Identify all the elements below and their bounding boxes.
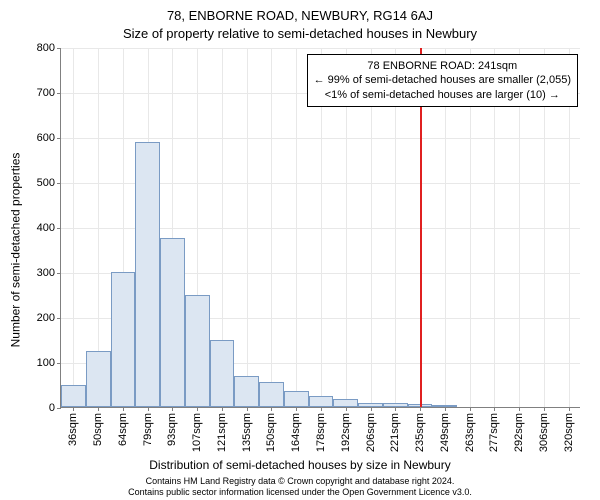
histogram-bar <box>135 142 160 408</box>
footer-attribution: Contains HM Land Registry data © Crown c… <box>0 476 600 498</box>
x-tick-mark <box>569 407 570 411</box>
x-tick-mark <box>519 407 520 411</box>
histogram-bar <box>160 238 185 407</box>
x-tick-label: 164sqm <box>290 413 302 452</box>
x-tick-label: 150sqm <box>265 413 277 452</box>
x-tick-mark <box>247 407 248 411</box>
y-tick-mark <box>57 183 61 184</box>
x-tick-label: 93sqm <box>166 413 178 446</box>
chart-supertitle: 78, ENBORNE ROAD, NEWBURY, RG14 6AJ <box>0 8 600 23</box>
histogram-bar <box>432 405 457 407</box>
gridline-vertical <box>73 48 74 407</box>
histogram-bar <box>259 382 284 407</box>
annotation-box: 78 ENBORNE ROAD: 241sqm ← 99% of semi-de… <box>307 54 578 107</box>
y-tick-label: 700 <box>37 87 55 99</box>
x-tick-label: 64sqm <box>117 413 129 446</box>
y-tick-label: 0 <box>49 402 55 414</box>
histogram-bar <box>358 403 383 408</box>
chart-title: Size of property relative to semi-detach… <box>0 26 600 41</box>
x-tick-mark <box>321 407 322 411</box>
x-tick-mark <box>445 407 446 411</box>
x-tick-label: 320sqm <box>563 413 575 452</box>
x-tick-label: 50sqm <box>92 413 104 446</box>
x-tick-label: 306sqm <box>538 413 550 452</box>
y-tick-mark <box>57 228 61 229</box>
x-tick-mark <box>395 407 396 411</box>
y-tick-label: 800 <box>37 42 55 54</box>
x-tick-label: 79sqm <box>142 413 154 446</box>
x-tick-label: 178sqm <box>315 413 327 452</box>
histogram-bar <box>111 272 136 407</box>
x-tick-mark <box>371 407 372 411</box>
histogram-bar <box>234 376 259 408</box>
footer-line-1: Contains HM Land Registry data © Crown c… <box>0 476 600 487</box>
y-tick-label: 300 <box>37 267 55 279</box>
x-tick-label: 235sqm <box>414 413 426 452</box>
x-tick-mark <box>494 407 495 411</box>
x-tick-mark <box>222 407 223 411</box>
chart-container: 78, ENBORNE ROAD, NEWBURY, RG14 6AJ Size… <box>0 0 600 500</box>
x-tick-label: 192sqm <box>340 413 352 452</box>
y-tick-mark <box>57 273 61 274</box>
histogram-bar <box>61 385 86 408</box>
x-tick-mark <box>73 407 74 411</box>
histogram-bar <box>383 403 408 407</box>
y-tick-mark <box>57 138 61 139</box>
plot-area: 010020030040050060070080036sqm50sqm64sqm… <box>60 48 580 408</box>
x-tick-label: 121sqm <box>216 413 228 452</box>
histogram-bar <box>333 399 358 407</box>
x-tick-mark <box>470 407 471 411</box>
y-tick-mark <box>57 363 61 364</box>
y-axis-label: Number of semi-detached properties <box>9 153 23 348</box>
annotation-line-3: <1% of semi-detached houses are larger (… <box>314 88 571 102</box>
annotation-line-2: ← 99% of semi-detached houses are smalle… <box>314 73 571 87</box>
y-tick-label: 500 <box>37 177 55 189</box>
x-tick-label: 36sqm <box>67 413 79 446</box>
y-tick-label: 400 <box>37 222 55 234</box>
y-tick-label: 100 <box>37 357 55 369</box>
x-tick-mark <box>172 407 173 411</box>
x-tick-mark <box>544 407 545 411</box>
x-tick-label: 135sqm <box>241 413 253 452</box>
x-tick-label: 277sqm <box>488 413 500 452</box>
x-tick-label: 292sqm <box>513 413 525 452</box>
histogram-bar <box>185 295 210 408</box>
histogram-bar <box>210 340 235 408</box>
x-tick-label: 263sqm <box>464 413 476 452</box>
x-tick-mark <box>346 407 347 411</box>
gridline-vertical <box>296 48 297 407</box>
x-tick-mark <box>420 407 421 411</box>
x-tick-mark <box>197 407 198 411</box>
x-tick-mark <box>98 407 99 411</box>
x-tick-label: 107sqm <box>191 413 203 452</box>
y-tick-mark <box>57 48 61 49</box>
x-axis-label: Distribution of semi-detached houses by … <box>0 458 600 472</box>
y-tick-mark <box>57 408 61 409</box>
x-tick-label: 249sqm <box>439 413 451 452</box>
histogram-bar <box>284 391 309 407</box>
histogram-bar <box>309 396 334 407</box>
gridline-vertical <box>247 48 248 407</box>
x-tick-mark <box>123 407 124 411</box>
y-tick-label: 600 <box>37 132 55 144</box>
x-tick-label: 206sqm <box>365 413 377 452</box>
y-tick-mark <box>57 318 61 319</box>
annotation-line-1: 78 ENBORNE ROAD: 241sqm <box>314 59 571 73</box>
x-tick-mark <box>296 407 297 411</box>
y-tick-mark <box>57 93 61 94</box>
histogram-bar <box>86 351 111 407</box>
gridline-vertical <box>271 48 272 407</box>
y-tick-label: 200 <box>37 312 55 324</box>
x-tick-mark <box>148 407 149 411</box>
x-tick-mark <box>271 407 272 411</box>
x-tick-label: 221sqm <box>389 413 401 452</box>
footer-line-2: Contains public sector information licen… <box>0 487 600 498</box>
